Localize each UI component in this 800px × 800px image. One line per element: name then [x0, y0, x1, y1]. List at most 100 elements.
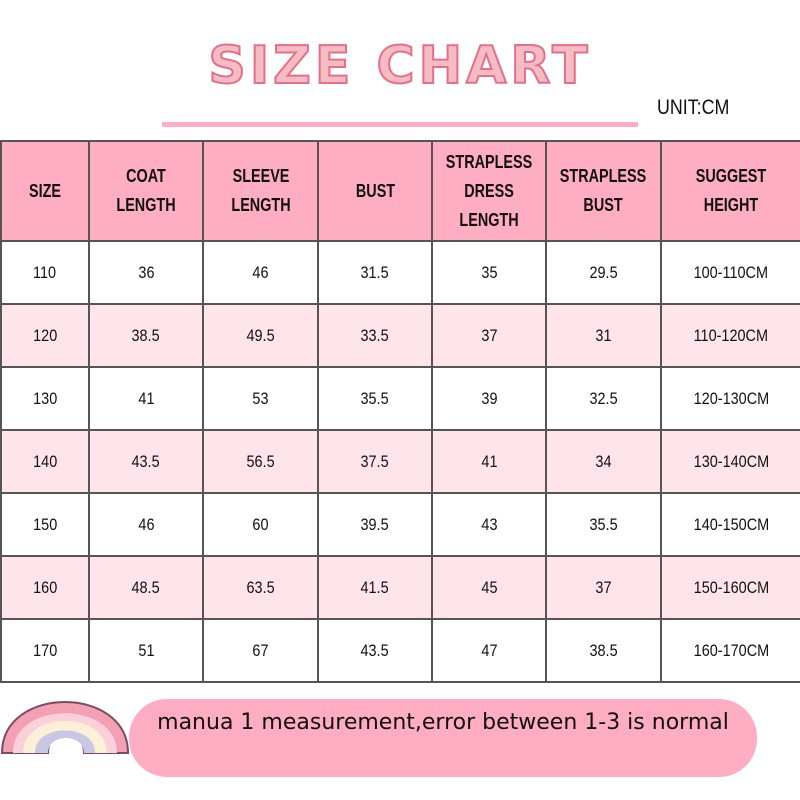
table-cell: 120-130CM	[660, 366, 800, 431]
cell-value: 160	[32, 577, 58, 597]
rainbow-icon	[0, 701, 130, 754]
cell-value: 36	[137, 262, 155, 282]
cell-value: 38.5	[131, 325, 161, 345]
cell-value: 35.5	[589, 514, 618, 534]
cell-value: 48.5	[131, 577, 161, 597]
table-header-row: SIZE COAT LENGTH SLEEVE LENGTH BUST STRAPLESS D…	[0, 140, 800, 242]
column-header-label: SLEEVE LENGTH	[230, 166, 291, 215]
cell-value: 37	[595, 577, 612, 597]
table-cell: 56.5	[202, 429, 319, 494]
table-row: 110 36 46 31.5 35 29.5 100-110CM	[0, 240, 800, 305]
cell-value: 63.5	[246, 577, 275, 597]
cell-value: 110	[33, 262, 57, 282]
table-row: 130 41 53 35.5 39 32.5 120-130CM	[0, 366, 800, 431]
table-row: 160 48.5 63.5 41.5 45 37 150-160CM	[0, 555, 800, 620]
table-cell: 100-110CM	[660, 240, 800, 305]
table-cell: 48.5	[88, 555, 204, 620]
table-cell: 43.5	[317, 618, 433, 683]
cell-value: 41	[480, 451, 498, 471]
cell-value: 43	[480, 514, 498, 534]
table-cell: 160-170CM	[660, 618, 800, 683]
table-cell: 41	[88, 366, 204, 431]
table-cell: 67	[202, 618, 319, 683]
table-cell: 51	[88, 618, 204, 683]
table-cell: 38.5	[545, 618, 662, 683]
cell-value: 100-110CM	[693, 262, 769, 282]
table-cell: 41	[431, 429, 547, 494]
cell-value: 46	[252, 262, 269, 282]
table-cell: 43	[431, 492, 547, 557]
table-row: 170 51 67 43.5 47 38.5 160-170CM	[0, 618, 800, 683]
table-cell: 37	[431, 303, 547, 368]
cell-value: 56.5	[246, 451, 275, 471]
table-cell: 35.5	[317, 366, 433, 431]
table-cell: 150	[0, 492, 90, 557]
cell-value: 45	[480, 577, 498, 597]
column-header-label: BUST	[355, 180, 395, 201]
column-header: STRAPLESS BUST	[545, 140, 662, 242]
table-cell: 49.5	[202, 303, 319, 368]
table-cell: 140-150CM	[660, 492, 800, 557]
page-title: SIZE CHART	[207, 35, 592, 97]
cell-value: 37.5	[360, 451, 390, 471]
title-underline	[162, 122, 638, 127]
table-cell: 120	[0, 303, 90, 368]
table-cell: 35	[431, 240, 547, 305]
cell-value: 170	[32, 640, 58, 660]
unit-label: UNIT:CM	[657, 96, 730, 119]
cell-value: 67	[252, 640, 269, 660]
column-header: BUST	[317, 140, 433, 242]
column-header: COAT LENGTH	[88, 140, 204, 242]
cell-value: 140	[32, 451, 58, 471]
table-cell: 63.5	[202, 555, 319, 620]
table-cell: 110-120CM	[660, 303, 800, 368]
cell-value: 49.5	[246, 325, 275, 345]
cell-value: 47	[480, 640, 498, 660]
column-header: SUGGEST HEIGHT	[660, 140, 800, 242]
table-cell: 46	[88, 492, 204, 557]
column-header: SLEEVE LENGTH	[202, 140, 319, 242]
cell-value: 160-170CM	[693, 640, 769, 660]
table-cell: 36	[88, 240, 204, 305]
table-cell: 110	[0, 240, 90, 305]
cell-value: 51	[137, 640, 155, 660]
measurement-note: manua 1 measurement,error between 1-3 is…	[129, 699, 757, 777]
table-row: 120 38.5 49.5 33.5 37 31 110-120CM	[0, 303, 800, 368]
table-cell: 41.5	[317, 555, 433, 620]
table-cell: 33.5	[317, 303, 433, 368]
cell-value: 140-150CM	[693, 514, 769, 534]
table-cell: 170	[0, 618, 90, 683]
table-cell: 34	[545, 429, 662, 494]
cell-value: 31	[595, 325, 612, 345]
table-cell: 150-160CM	[660, 555, 800, 620]
size-table: SIZE COAT LENGTH SLEEVE LENGTH BUST STRAPLESS D…	[0, 140, 800, 683]
cell-value: 110-120CM	[693, 325, 769, 345]
table-cell: 43.5	[88, 429, 204, 494]
column-header-label: SUGGEST HEIGHT	[695, 166, 767, 215]
table-cell: 32.5	[545, 366, 662, 431]
cell-value: 41.5	[360, 577, 390, 597]
cell-value: 130	[32, 388, 58, 408]
table-cell: 130-140CM	[660, 429, 800, 494]
cell-value: 33.5	[360, 325, 390, 345]
table-cell: 39.5	[317, 492, 433, 557]
table-cell: 140	[0, 429, 90, 494]
table-cell: 130	[0, 366, 90, 431]
cell-value: 41	[137, 388, 155, 408]
cell-value: 120-130CM	[693, 388, 769, 408]
column-header: STRAPLESS DRESS LENGTH	[431, 140, 547, 242]
cell-value: 39.5	[360, 514, 390, 534]
cell-value: 34	[595, 451, 612, 471]
table-cell: 31.5	[317, 240, 433, 305]
cell-value: 35	[480, 262, 498, 282]
table-cell: 45	[431, 555, 547, 620]
table-cell: 60	[202, 492, 319, 557]
cell-value: 60	[252, 514, 269, 534]
table-cell: 47	[431, 618, 547, 683]
cell-value: 43.5	[131, 451, 161, 471]
column-header: SIZE	[0, 140, 90, 242]
cell-value: 32.5	[589, 388, 618, 408]
cell-value: 150	[32, 514, 58, 534]
cell-value: 120	[32, 325, 58, 345]
cell-value: 39	[480, 388, 498, 408]
